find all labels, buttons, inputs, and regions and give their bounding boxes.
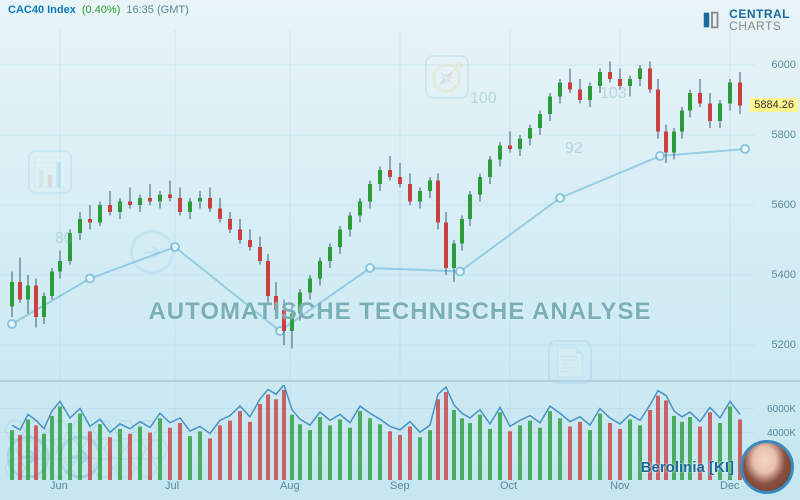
avatar-name: Berolinia [KI] <box>641 459 734 476</box>
watermark-text: AUTOMATISCHE TECHNISCHE ANALYSE <box>0 298 800 326</box>
price-y-axis: 52005400560058006000 <box>755 30 800 380</box>
indicator-80: 80 <box>55 230 73 248</box>
logo-text-2: CHARTS <box>729 20 790 32</box>
chart-header: CAC40 Index (0.40%) 16:35 (GMT) <box>8 4 189 16</box>
index-time: 16:35 (GMT) <box>126 4 188 16</box>
panel-divider <box>0 380 800 382</box>
logo-icon <box>701 9 723 31</box>
current-price-label: 5884.26 <box>750 98 798 112</box>
avatar-image <box>740 440 794 494</box>
ai-avatar[interactable]: Berolinia [KI] <box>641 440 794 494</box>
index-name: CAC40 Index <box>8 4 76 16</box>
indicator-100: 100 <box>470 90 497 108</box>
index-change: (0.40%) <box>82 4 121 16</box>
indicator-103: 103 <box>600 85 627 103</box>
brand-logo: CENTRAL CHARTS <box>701 8 790 32</box>
indicator-92: 92 <box>565 140 583 158</box>
